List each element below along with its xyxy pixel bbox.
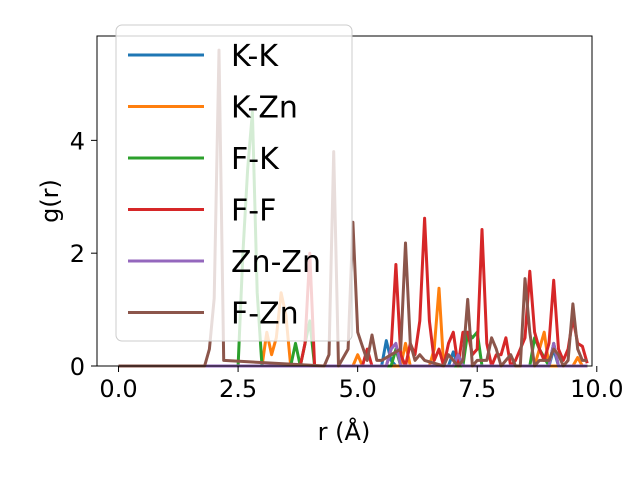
x-axis-label: r (Å) [318,417,371,446]
legend-label-zn-zn: Zn-Zn [231,245,321,280]
legend-label-k-k: K-K [231,39,279,74]
legend-label-f-k: F-K [231,142,280,177]
legend-label-f-zn: F-Zn [231,297,299,332]
legend: K-K K-Zn F-K F-F Zn-Zn F-Zn [115,24,353,342]
x-tick-label: 7.5 [458,375,496,403]
legend-label-k-zn: K-Zn [231,91,298,126]
y-tick-label: 0 [70,353,85,381]
x-axis-ticks: 0.0 2.5 5.0 7.5 10.0 [99,366,624,403]
x-tick-label: 2.5 [219,375,257,403]
y-tick-label: 4 [70,127,85,155]
y-axis-ticks: 0 2 4 [70,127,97,381]
series-line-zn-zn [118,341,588,368]
x-tick-label: 0.0 [99,375,137,403]
x-tick-label: 5.0 [339,375,377,403]
y-axis-label: g(r) [36,179,64,223]
legend-label-f-f: F-F [231,194,276,229]
y-tick-label: 2 [70,240,85,268]
x-tick-label: 10.0 [570,375,623,403]
